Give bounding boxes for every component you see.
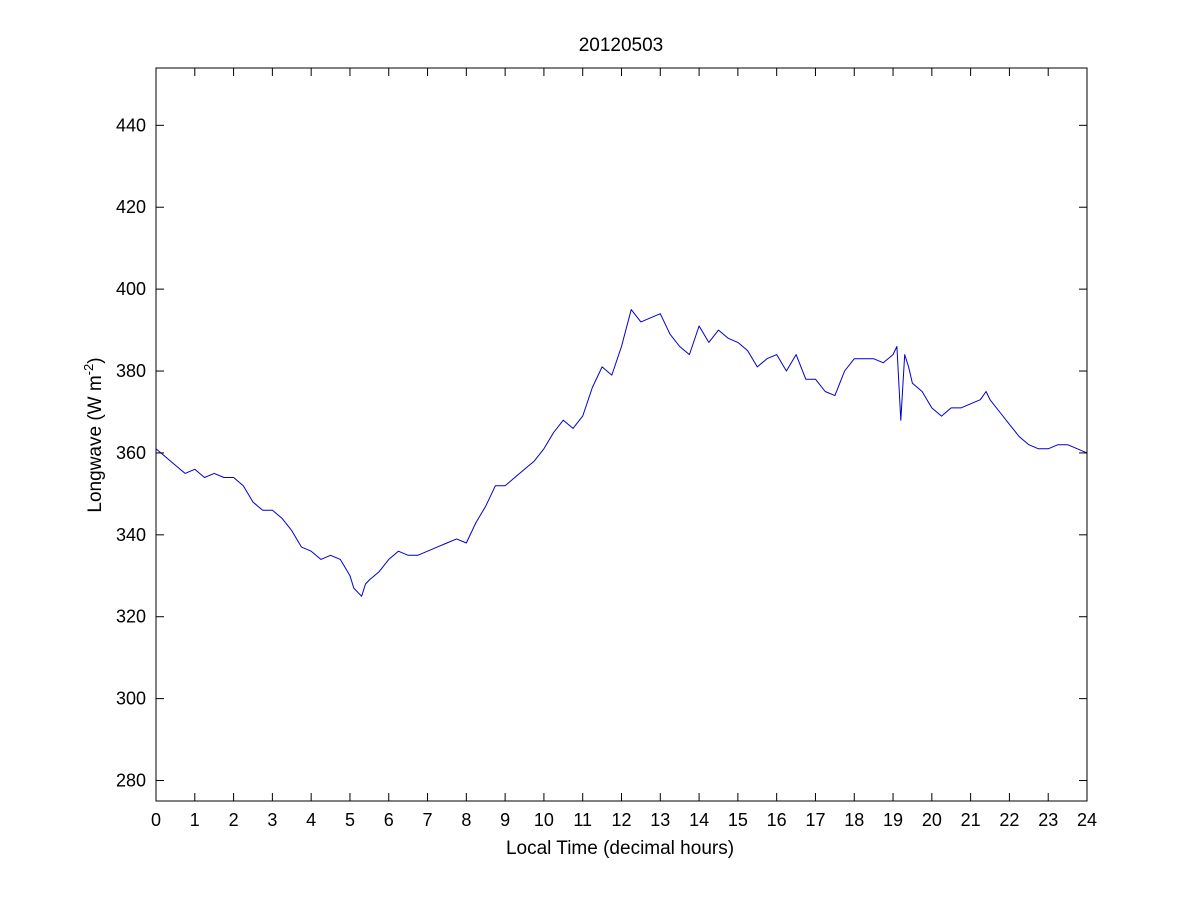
y-axis-title-main: Longwave (W m bbox=[85, 375, 106, 512]
x-tick-label: 19 bbox=[883, 810, 903, 830]
plot-area bbox=[155, 67, 1088, 802]
x-tick-label: 6 bbox=[384, 810, 394, 830]
x-tick-label: 21 bbox=[961, 810, 981, 830]
x-tick-label: 20 bbox=[922, 810, 942, 830]
y-tick-label: 340 bbox=[116, 525, 146, 545]
y-axis-ticks: 280 300 320 340 360 380 400 420 440 bbox=[116, 115, 1087, 791]
x-tick-label: 4 bbox=[306, 810, 316, 830]
x-tick-label: 23 bbox=[1038, 810, 1058, 830]
x-tick-label: 13 bbox=[650, 810, 670, 830]
x-tick-label: 22 bbox=[999, 810, 1019, 830]
x-tick-label: 18 bbox=[844, 810, 864, 830]
chart-title: 20120503 bbox=[579, 35, 664, 56]
y-tick-label: 320 bbox=[116, 607, 146, 627]
y-tick-label: 400 bbox=[116, 279, 146, 299]
y-tick-label: 440 bbox=[116, 115, 146, 135]
x-tick-label: 16 bbox=[767, 810, 787, 830]
x-tick-label: 9 bbox=[500, 810, 510, 830]
x-tick-label: 11 bbox=[573, 810, 592, 830]
x-tick-label: 12 bbox=[611, 810, 631, 830]
x-axis-ticks: 0 1 2 3 4 5 6 7 8 9 10 11 12 13 14 15 16 17 18 19 20 21 22 23 24 bbox=[151, 68, 1097, 830]
x-tick-label: 7 bbox=[423, 810, 433, 830]
y-tick-label: 420 bbox=[116, 197, 146, 217]
x-tick-label: 15 bbox=[728, 810, 748, 830]
y-axis-title-suffix: ) bbox=[85, 357, 106, 363]
x-axis-title: Local Time (decimal hours) bbox=[506, 838, 734, 859]
x-tick-label: 10 bbox=[534, 810, 554, 830]
y-tick-label: 300 bbox=[116, 689, 146, 709]
y-axis-title: Longwave (W m-2) bbox=[81, 357, 106, 512]
plot-frame bbox=[155, 67, 1088, 802]
x-tick-label: 24 bbox=[1077, 810, 1097, 830]
longwave-series-line bbox=[155, 309, 1088, 597]
x-tick-label: 3 bbox=[267, 810, 277, 830]
y-axis-title-exponent: -2 bbox=[81, 364, 96, 376]
x-tick-label: 0 bbox=[151, 810, 161, 830]
y-tick-label: 380 bbox=[116, 361, 146, 381]
x-tick-label: 1 bbox=[190, 810, 200, 830]
x-tick-label: 2 bbox=[229, 810, 239, 830]
y-tick-label: 360 bbox=[116, 443, 146, 463]
x-tick-label: 8 bbox=[461, 810, 471, 830]
data-layer bbox=[155, 309, 1088, 597]
x-tick-label: 17 bbox=[805, 810, 825, 830]
x-tick-label: 5 bbox=[345, 810, 355, 830]
x-tick-label: 14 bbox=[689, 810, 709, 830]
y-tick-label: 280 bbox=[116, 771, 146, 791]
